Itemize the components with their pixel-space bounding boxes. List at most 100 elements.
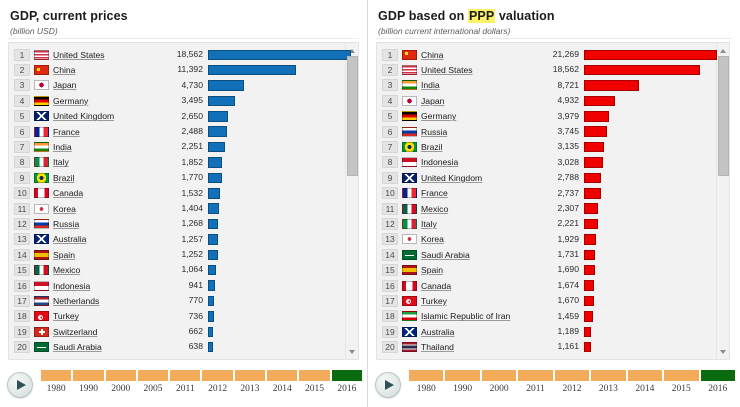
year-segment[interactable] — [664, 370, 699, 381]
scroll-up-arrow-icon[interactable] — [718, 45, 729, 56]
country-link[interactable]: India — [421, 80, 440, 91]
country-link[interactable]: Indonesia — [53, 280, 91, 291]
country-link[interactable]: Japan — [421, 95, 445, 106]
table-row[interactable]: 13 Australia 1,257 — [9, 232, 345, 247]
table-row[interactable]: 5 Germany 3,979 — [377, 109, 716, 124]
year-segment[interactable] — [299, 370, 330, 381]
country-link[interactable]: China — [421, 49, 444, 60]
table-row[interactable]: 7 Brazil 3,135 — [377, 139, 716, 154]
table-row[interactable]: 8 Italy 1,852 — [9, 155, 345, 170]
table-row[interactable]: 5 United Kingdom 2,650 — [9, 109, 345, 124]
year-label[interactable]: 2000 — [489, 384, 509, 394]
table-row[interactable]: 6 Russia 3,745 — [377, 124, 716, 139]
country-link[interactable]: France — [421, 188, 448, 199]
scrollbar-thumb-right[interactable] — [717, 56, 729, 176]
country-link[interactable]: Italy — [53, 157, 69, 168]
year-segment[interactable] — [445, 370, 480, 381]
scrollbar-thumb-left[interactable] — [346, 56, 358, 176]
country-link[interactable]: United Kingdom — [421, 172, 483, 183]
table-row[interactable]: 17 Turkey 1,670 — [377, 293, 716, 308]
year-segment[interactable] — [627, 370, 663, 381]
table-row[interactable]: 1 United States 18,562 — [9, 47, 351, 62]
table-row[interactable]: 17 Netherlands 770 — [9, 293, 345, 308]
country-link[interactable]: United States — [421, 65, 473, 76]
table-row[interactable]: 15 Spain 1,690 — [377, 262, 716, 277]
country-link[interactable]: Mexico — [53, 265, 81, 276]
table-row[interactable]: 11 Mexico 2,307 — [377, 201, 716, 216]
country-link[interactable]: Switzerland — [53, 326, 98, 337]
country-link[interactable]: France — [53, 126, 80, 137]
year-label[interactable]: 2000 — [111, 384, 131, 394]
country-link[interactable]: Islamic Republic of Iran — [421, 311, 511, 322]
country-link[interactable]: Saudi Arabia — [421, 249, 470, 260]
table-row[interactable]: 19 Australia 1,189 — [377, 324, 716, 339]
country-link[interactable]: Spain — [53, 249, 75, 260]
scrollbar-left[interactable] — [345, 43, 358, 359]
country-link[interactable]: India — [53, 142, 72, 153]
year-segments-right[interactable] — [409, 370, 735, 381]
table-row[interactable]: 18 Islamic Republic of Iran 1,459 — [377, 309, 716, 324]
year-segment[interactable] — [591, 370, 626, 381]
table-row[interactable]: 10 France 2,737 — [377, 186, 716, 201]
year-segment[interactable] — [267, 370, 298, 381]
table-row[interactable]: 11 Korea 1,404 — [9, 201, 345, 216]
year-segment[interactable] — [554, 370, 590, 381]
year-segment[interactable] — [105, 370, 136, 381]
year-segment[interactable] — [518, 370, 553, 381]
year-segment[interactable] — [700, 370, 735, 381]
table-row[interactable]: 10 Canada 1,532 — [9, 186, 345, 201]
country-link[interactable]: Turkey — [53, 311, 79, 322]
year-label[interactable]: 2013 — [598, 384, 618, 394]
play-button-right[interactable] — [375, 372, 401, 398]
table-row[interactable]: 2 China 11,392 — [9, 62, 345, 77]
country-link[interactable]: Canada — [53, 188, 84, 199]
year-label[interactable]: 1990 — [453, 384, 473, 394]
table-row[interactable]: 8 Indonesia 3,028 — [377, 155, 716, 170]
year-label[interactable]: 2013 — [240, 384, 260, 394]
country-link[interactable]: Russia — [53, 218, 80, 229]
country-link[interactable]: Canada — [421, 280, 452, 291]
year-label[interactable]: 2011 — [526, 384, 545, 394]
country-link[interactable]: Australia — [421, 326, 455, 337]
table-row[interactable]: 3 Japan 4,730 — [9, 78, 345, 93]
country-link[interactable]: Russia — [421, 126, 448, 137]
country-link[interactable]: Turkey — [421, 295, 447, 306]
year-label[interactable]: 2016 — [337, 384, 357, 394]
table-row[interactable]: 1 China 21,269 — [377, 47, 717, 62]
country-link[interactable]: United Kingdom — [53, 111, 115, 122]
table-row[interactable]: 13 Korea 1,929 — [377, 232, 716, 247]
table-row[interactable]: 9 United Kingdom 2,788 — [377, 170, 716, 185]
country-link[interactable]: Japan — [53, 80, 77, 91]
year-label[interactable]: 2015 — [305, 384, 325, 394]
country-link[interactable]: Spain — [421, 265, 443, 276]
country-link[interactable]: Brazil — [53, 172, 75, 183]
table-row[interactable]: 15 Mexico 1,064 — [9, 262, 345, 277]
country-link[interactable]: China — [53, 65, 76, 76]
table-row[interactable]: 7 India 2,251 — [9, 139, 345, 154]
year-segment[interactable] — [202, 370, 233, 381]
year-label[interactable]: 2016 — [708, 384, 728, 394]
table-row[interactable]: 14 Spain 1,252 — [9, 247, 345, 262]
play-button-left[interactable] — [7, 372, 33, 398]
country-link[interactable]: Thailand — [421, 342, 454, 353]
year-segments-left[interactable] — [41, 370, 362, 381]
country-link[interactable]: Australia — [53, 234, 87, 245]
scrollbar-track-right[interactable] — [717, 56, 729, 346]
year-segment[interactable] — [481, 370, 517, 381]
table-row[interactable]: 2 United States 18,562 — [377, 62, 716, 77]
table-row[interactable]: 12 Russia 1,268 — [9, 216, 345, 231]
year-segment[interactable] — [137, 370, 169, 381]
table-row[interactable]: 20 Saudi Arabia 638 — [9, 339, 345, 354]
table-row[interactable]: 9 Brazil 1,770 — [9, 170, 345, 185]
table-row[interactable]: 3 India 8,721 — [377, 78, 716, 93]
year-label[interactable]: 2015 — [671, 384, 691, 394]
country-link[interactable]: Korea — [421, 234, 444, 245]
country-link[interactable]: Netherlands — [53, 295, 100, 306]
country-link[interactable]: Italy — [421, 218, 437, 229]
table-row[interactable]: 12 Italy 2,221 — [377, 216, 716, 231]
country-link[interactable]: Germany — [421, 111, 457, 122]
year-label[interactable]: 2005 — [143, 384, 163, 394]
year-segment[interactable] — [73, 370, 104, 381]
scrollbar-track-left[interactable] — [346, 56, 358, 346]
table-row[interactable]: 14 Saudi Arabia 1,731 — [377, 247, 716, 262]
